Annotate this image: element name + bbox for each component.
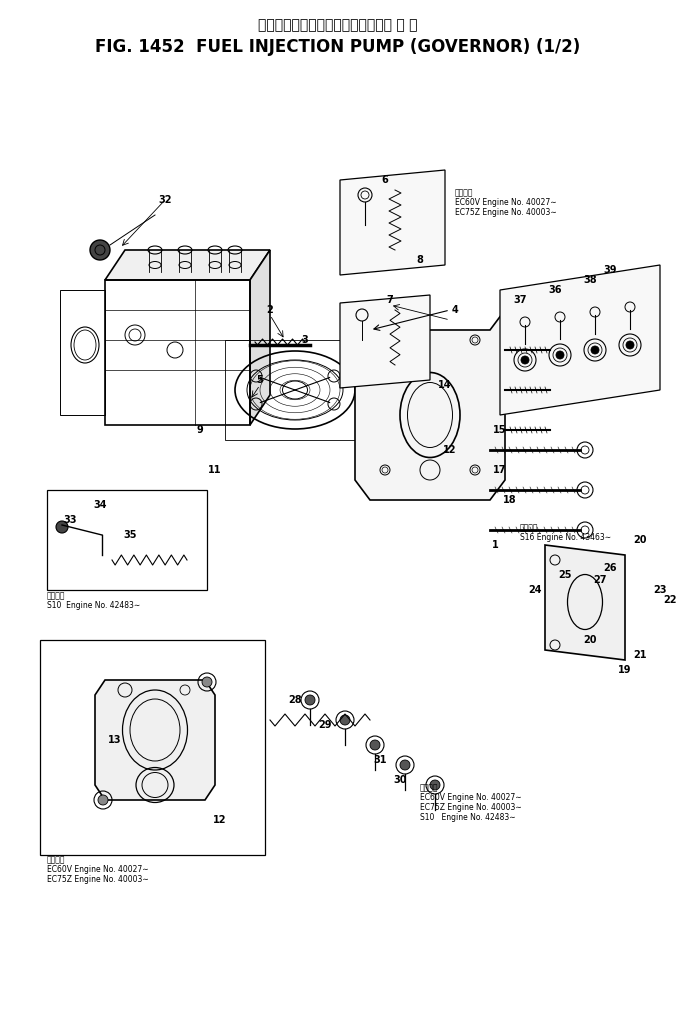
- Text: 26: 26: [603, 563, 617, 573]
- Bar: [105, 280, 250, 425]
- Text: 19: 19: [618, 665, 632, 675]
- Text: EC75Z Engine No. 40003∼: EC75Z Engine No. 40003∼: [455, 208, 556, 217]
- Text: 8: 8: [416, 255, 423, 265]
- Text: 38: 38: [583, 275, 597, 285]
- Text: S16 Engine No. 43463∼: S16 Engine No. 43463∼: [520, 533, 611, 542]
- Text: 6: 6: [382, 175, 389, 185]
- Text: EC75Z Engine No. 40003∼: EC75Z Engine No. 40003∼: [420, 803, 522, 812]
- Polygon shape: [340, 295, 430, 388]
- Circle shape: [56, 521, 68, 533]
- Text: 15: 15: [494, 425, 507, 435]
- Text: 34: 34: [93, 500, 107, 510]
- Text: EC60V Engine No. 40027∼: EC60V Engine No. 40027∼: [455, 198, 556, 207]
- Polygon shape: [95, 680, 215, 800]
- Text: 適用番号: 適用番号: [455, 188, 473, 197]
- Text: 25: 25: [559, 570, 572, 580]
- Text: フェルインジェクションポンプ　ガ バ ナ: フェルインジェクションポンプ ガ バ ナ: [258, 18, 418, 32]
- Text: 12: 12: [443, 445, 457, 455]
- Text: S10  Engine No. 42483∼: S10 Engine No. 42483∼: [47, 601, 140, 610]
- Text: 20: 20: [633, 535, 647, 545]
- Text: 30: 30: [393, 775, 407, 785]
- Text: 28: 28: [288, 695, 302, 705]
- Polygon shape: [340, 170, 445, 275]
- Text: 23: 23: [653, 585, 667, 595]
- Circle shape: [400, 760, 410, 770]
- Text: 29: 29: [318, 720, 332, 730]
- Text: 33: 33: [63, 515, 77, 525]
- Text: 1: 1: [492, 540, 498, 550]
- Text: 適用番号: 適用番号: [47, 591, 66, 600]
- Text: 7: 7: [387, 295, 393, 305]
- Text: 適用番号: 適用番号: [420, 783, 439, 792]
- Text: EC60V Engine No. 40027∼: EC60V Engine No. 40027∼: [420, 793, 521, 802]
- Text: 17: 17: [494, 465, 507, 475]
- Text: 31: 31: [373, 755, 387, 765]
- Text: 27: 27: [593, 575, 607, 585]
- Text: 適用番号: 適用番号: [520, 523, 538, 532]
- Text: S10   Engine No. 42483∼: S10 Engine No. 42483∼: [420, 813, 516, 822]
- Text: FIG. 1452  FUEL INJECTION PUMP (GOVERNOR) (1/2): FIG. 1452 FUEL INJECTION PUMP (GOVERNOR)…: [95, 38, 581, 56]
- Text: 12: 12: [213, 815, 227, 825]
- Text: 20: 20: [584, 635, 596, 645]
- Polygon shape: [355, 310, 505, 500]
- Circle shape: [90, 240, 110, 260]
- Polygon shape: [250, 250, 270, 425]
- Text: 18: 18: [503, 495, 517, 505]
- Text: 13: 13: [108, 735, 122, 745]
- Text: EC60V Engine No. 40027∼: EC60V Engine No. 40027∼: [47, 865, 149, 874]
- Text: 5: 5: [257, 375, 263, 385]
- Text: 14: 14: [438, 380, 452, 390]
- Text: 21: 21: [633, 650, 647, 660]
- Circle shape: [626, 341, 634, 349]
- Text: 24: 24: [528, 585, 542, 595]
- Circle shape: [556, 351, 564, 359]
- Circle shape: [340, 715, 350, 725]
- Text: EC75Z Engine No. 40003∼: EC75Z Engine No. 40003∼: [47, 875, 149, 884]
- Bar: [40, 640, 265, 855]
- Text: 37: 37: [513, 295, 527, 305]
- Circle shape: [591, 346, 599, 354]
- Polygon shape: [500, 265, 660, 415]
- Text: 2: 2: [267, 305, 274, 315]
- Polygon shape: [105, 250, 270, 280]
- Circle shape: [370, 740, 380, 750]
- Text: 35: 35: [123, 530, 137, 540]
- Circle shape: [98, 795, 108, 805]
- Text: 適用番号: 適用番号: [47, 855, 66, 864]
- Text: 3: 3: [302, 335, 309, 345]
- Text: 4: 4: [452, 305, 458, 315]
- Circle shape: [202, 677, 212, 687]
- Text: 9: 9: [196, 425, 203, 435]
- Text: 36: 36: [548, 285, 562, 295]
- Text: 39: 39: [603, 265, 617, 275]
- Bar: [47, 490, 207, 590]
- Text: 22: 22: [663, 595, 677, 605]
- Polygon shape: [545, 545, 625, 660]
- Circle shape: [430, 780, 440, 790]
- Circle shape: [305, 695, 315, 705]
- Text: 32: 32: [158, 195, 172, 205]
- Text: 11: 11: [209, 465, 222, 475]
- Circle shape: [521, 356, 529, 364]
